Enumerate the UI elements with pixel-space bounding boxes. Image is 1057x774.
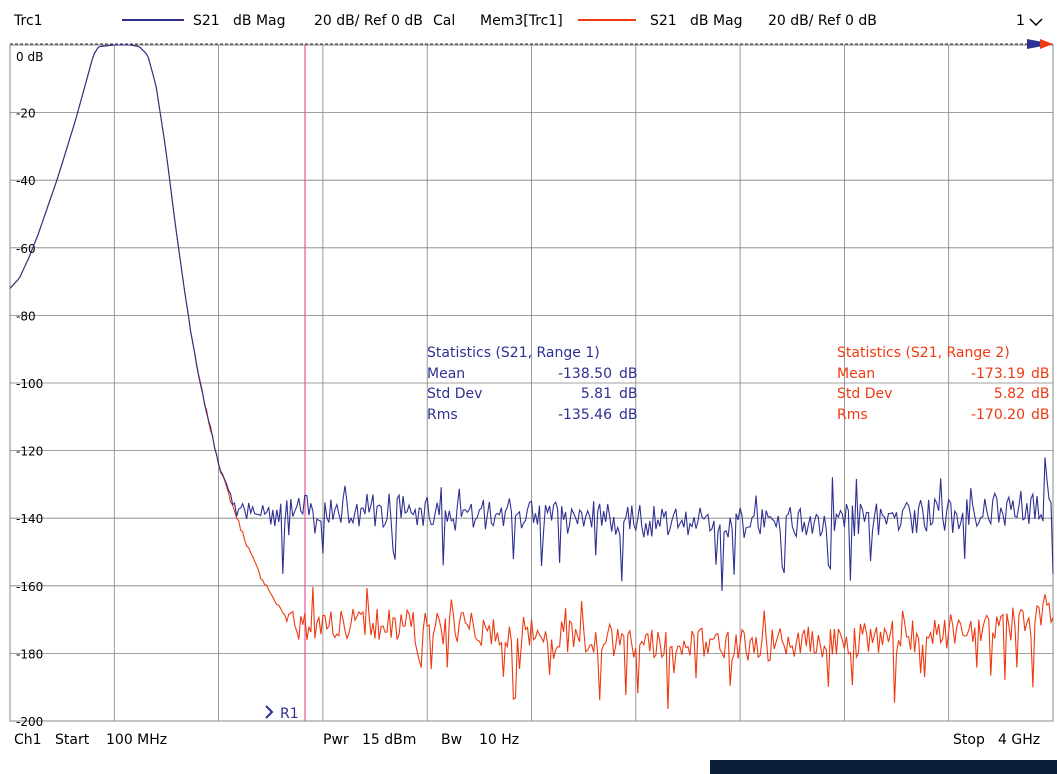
stop-value[interactable]: 4 GHz	[998, 732, 1040, 748]
stats1-mean-unit: dB	[619, 366, 638, 382]
stats2-rms-label: Rms	[837, 407, 868, 423]
stop-label: Stop	[953, 732, 985, 748]
stats2-mean-label: Mean	[837, 366, 875, 382]
stats2-std-unit: dB	[1031, 386, 1050, 402]
ref-level-arrow-red-icon	[1040, 39, 1053, 49]
stats1-rms-unit: dB	[619, 407, 638, 423]
channel-label[interactable]: Ch1	[14, 732, 42, 748]
channel-menu-label[interactable]: 1	[1016, 13, 1025, 29]
stats1-std-unit: dB	[619, 386, 638, 402]
stats1-std-label: Std Dev	[427, 386, 482, 402]
trace2-param[interactable]: S21	[650, 13, 677, 29]
trace1-cal-flag: Cal	[433, 13, 455, 29]
statistics-box-range2: Statistics (S21, Range 2) Mean -173.19 d…	[837, 345, 1050, 423]
stats2-rms-unit: dB	[1031, 407, 1050, 423]
y-tick-label: -20	[16, 107, 36, 121]
y-tick-label: -200	[16, 715, 43, 729]
y-tick-labels: 0 dB-20-40-60-80-100-120-140-160-180-200	[16, 50, 43, 729]
stats1-title: Statistics (S21, Range 1)	[427, 345, 600, 361]
grid-lines	[10, 45, 1053, 721]
stats1-rms-label: Rms	[427, 407, 458, 423]
marker-chevron-icon	[265, 705, 274, 719]
stats2-rms-value: -170.20	[971, 407, 1025, 423]
trace-name[interactable]: Trc1	[13, 13, 43, 29]
stats2-mean-unit: dB	[1031, 366, 1050, 382]
stats2-std-label: Std Dev	[837, 386, 892, 402]
statistics-box-range1: Statistics (S21, Range 1) Mean -138.50 d…	[427, 345, 638, 423]
channel-footer: Ch1 Start 100 MHz Pwr 15 dBm Bw 10 Hz St…	[14, 732, 1040, 748]
stats2-title: Statistics (S21, Range 2)	[837, 345, 1010, 361]
stats2-std-value: 5.82	[994, 386, 1025, 402]
trace1-line	[9, 44, 1054, 591]
stats2-mean-value: -173.19	[971, 366, 1025, 382]
y-tick-label: 0 dB	[16, 50, 43, 64]
y-tick-label: -120	[16, 445, 43, 459]
power-label: Pwr	[323, 732, 349, 748]
trace-header: Trc1 S21 dB Mag 20 dB/ Ref 0 dB Cal Mem3…	[13, 13, 1043, 29]
trace2-name[interactable]: Mem3[Trc1]	[480, 13, 563, 29]
bandwidth-value[interactable]: 10 Hz	[479, 732, 519, 748]
y-tick-label: -160	[16, 580, 43, 594]
window-corner-dark-bottom	[710, 760, 1057, 774]
y-tick-label: -80	[16, 309, 36, 323]
trace1-format[interactable]: dB Mag	[233, 13, 286, 29]
start-value[interactable]: 100 MHz	[106, 732, 167, 748]
y-tick-label: -100	[16, 377, 43, 391]
stats1-mean-label: Mean	[427, 366, 465, 382]
chevron-down-icon[interactable]	[1029, 18, 1043, 27]
y-tick-label: -40	[16, 174, 36, 188]
bandwidth-label: Bw	[441, 732, 462, 748]
trace1-scale[interactable]: 20 dB/ Ref 0 dB	[314, 13, 423, 29]
stats1-std-value: 5.81	[581, 386, 612, 402]
stats1-mean-value: -138.50	[558, 366, 612, 382]
trace2-format[interactable]: dB Mag	[690, 13, 743, 29]
stats1-rms-value: -135.46	[558, 407, 612, 423]
y-tick-label: -180	[16, 647, 43, 661]
power-value[interactable]: 15 dBm	[362, 732, 416, 748]
trace2-scale[interactable]: 20 dB/ Ref 0 dB	[768, 13, 877, 29]
y-tick-label: -140	[16, 512, 43, 526]
start-label: Start	[55, 732, 90, 748]
marker-label[interactable]: R1	[280, 706, 299, 722]
trace1-param[interactable]: S21	[193, 13, 220, 29]
